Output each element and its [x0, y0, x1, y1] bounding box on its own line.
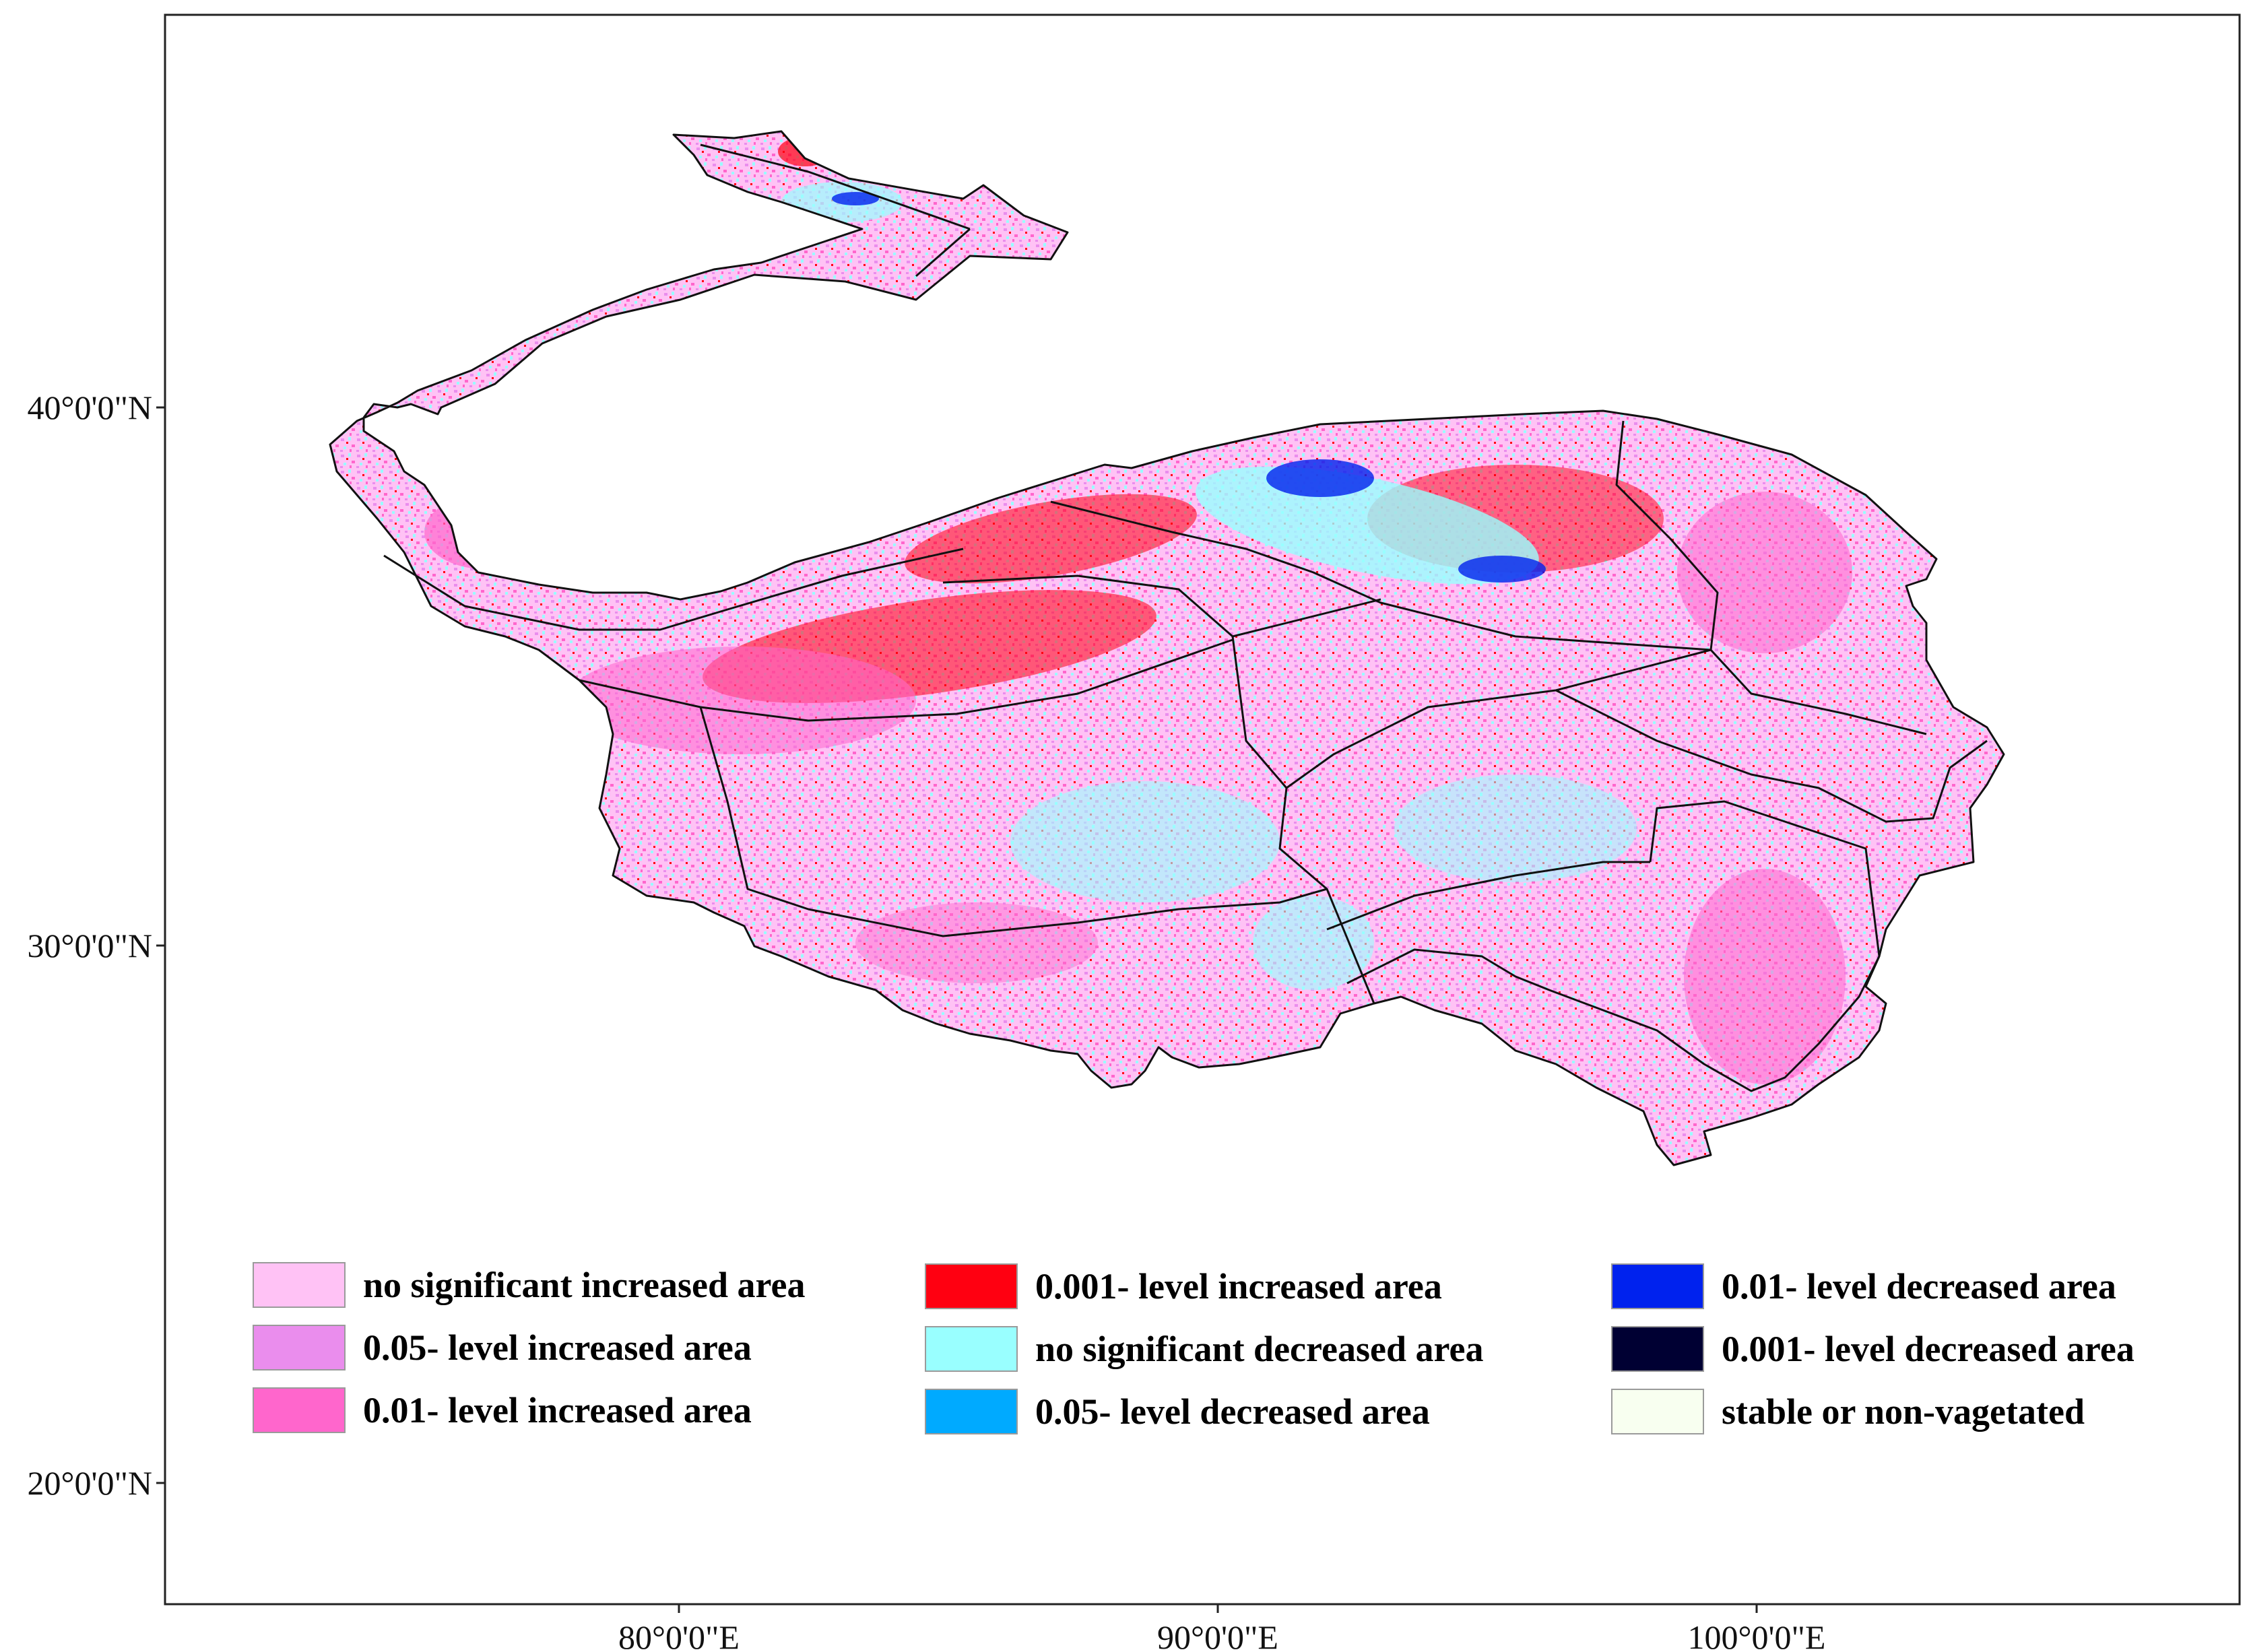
boundary-west-1 [383, 548, 964, 631]
legend-item-005-increase: 0.05- level increased area [253, 1323, 752, 1372]
increase-patch-central-2 [905, 494, 1197, 584]
legend-label: 0.01- level decreased area [1722, 1266, 2116, 1307]
legend-item-001-increase: 0.01- level increased area [253, 1386, 752, 1434]
boundary-east-mid [1555, 689, 1988, 823]
legend-label: 0.05- level decreased area [1035, 1391, 1430, 1432]
plateau-fill [330, 131, 2004, 1165]
legend-label: 0.05- level increased area [363, 1327, 752, 1368]
boundary-southwest [699, 706, 1328, 937]
legend-swatch [925, 1326, 1018, 1372]
ecoregion-boundaries [383, 143, 1988, 1092]
legend-swatch [1611, 1326, 1704, 1372]
legend-item-0001-increase: 0.001- level increased area [925, 1262, 1442, 1311]
boundary-central-mid [942, 574, 1381, 638]
legend-label: 0.01- level increased area [363, 1390, 752, 1430]
decrease-patch-north-2 [1458, 556, 1546, 583]
trend-patches [424, 137, 1852, 1084]
legend-swatch [1611, 1263, 1704, 1309]
legend-item-no-sig-decrease: no significant decreased area [925, 1325, 1483, 1373]
increase-patch-northwest-tip [778, 137, 832, 166]
decrease-patch-northwest-2 [832, 192, 879, 205]
legend-swatch [253, 1387, 346, 1433]
lat-label-30: 30°0'0"N [27, 927, 152, 964]
lon-label-90: 90°0'0"E [1157, 1618, 1278, 1652]
latitude-ticks [156, 406, 165, 1484]
legend-item-001-decrease: 0.01- level decreased area [1611, 1262, 2116, 1311]
longitude-ticks [678, 1604, 1758, 1613]
legend-label: 0.001- level increased area [1035, 1266, 1442, 1307]
legend-item-no-sig-increase: no significant increased area [253, 1261, 806, 1309]
legend: no significant increased area 0.05- leve… [253, 1261, 2246, 1443]
legend-item-0001-decrease: 0.001- level decreased area [1611, 1325, 2134, 1373]
legend-label: stable or non-vagetated [1722, 1391, 2085, 1432]
legend-label: 0.001- level decreased area [1722, 1329, 2134, 1369]
legend-swatch [253, 1262, 346, 1308]
boundary-west-2 [579, 638, 1233, 722]
decrease-patch-east [1394, 774, 1637, 882]
boundary-central-south [1231, 636, 1712, 789]
boundary-southeast [1346, 800, 1881, 1092]
decrease-patch-north [1266, 459, 1374, 497]
boundary-south-2 [1326, 861, 1650, 931]
boundary-northwest-arm-2 [915, 228, 971, 277]
decrease-patch-south [1253, 896, 1374, 990]
increase-patch-west [424, 495, 546, 569]
legend-item-005-decrease: 0.05- level decreased area [925, 1387, 1430, 1436]
legend-item-stable: stable or non-vagetated [1611, 1387, 2085, 1436]
increase-patch-east [1677, 492, 1852, 653]
lat-label-20: 20°0'0"N [27, 1464, 152, 1502]
plateau-outline [329, 130, 2005, 1166]
legend-swatch [925, 1389, 1018, 1434]
decrease-patch-central [1010, 781, 1280, 902]
lat-label-40: 40°0'0"N [27, 389, 152, 426]
boundary-east-north [1615, 420, 1927, 735]
decrease-patch-qaidam [1196, 466, 1539, 585]
boundary-south-1 [1278, 787, 1375, 1004]
legend-label: no significant increased area [363, 1265, 806, 1305]
legend-swatch [925, 1263, 1018, 1309]
increase-patch-southwest [855, 902, 1098, 983]
boundary-northwest-arm [700, 143, 971, 230]
legend-swatch [1611, 1389, 1704, 1434]
increase-patch-southeast [1684, 869, 1846, 1084]
boundary-central-north [1050, 500, 1712, 651]
legend-swatch [253, 1325, 346, 1370]
lon-label-80: 80°0'0"E [618, 1618, 740, 1652]
map-frame [164, 13, 2241, 1606]
increase-patch-central-3 [566, 647, 916, 754]
lon-label-100: 100°0'0"E [1688, 1618, 1826, 1652]
plateau-region [329, 130, 2005, 1166]
legend-label: no significant decreased area [1035, 1329, 1484, 1369]
